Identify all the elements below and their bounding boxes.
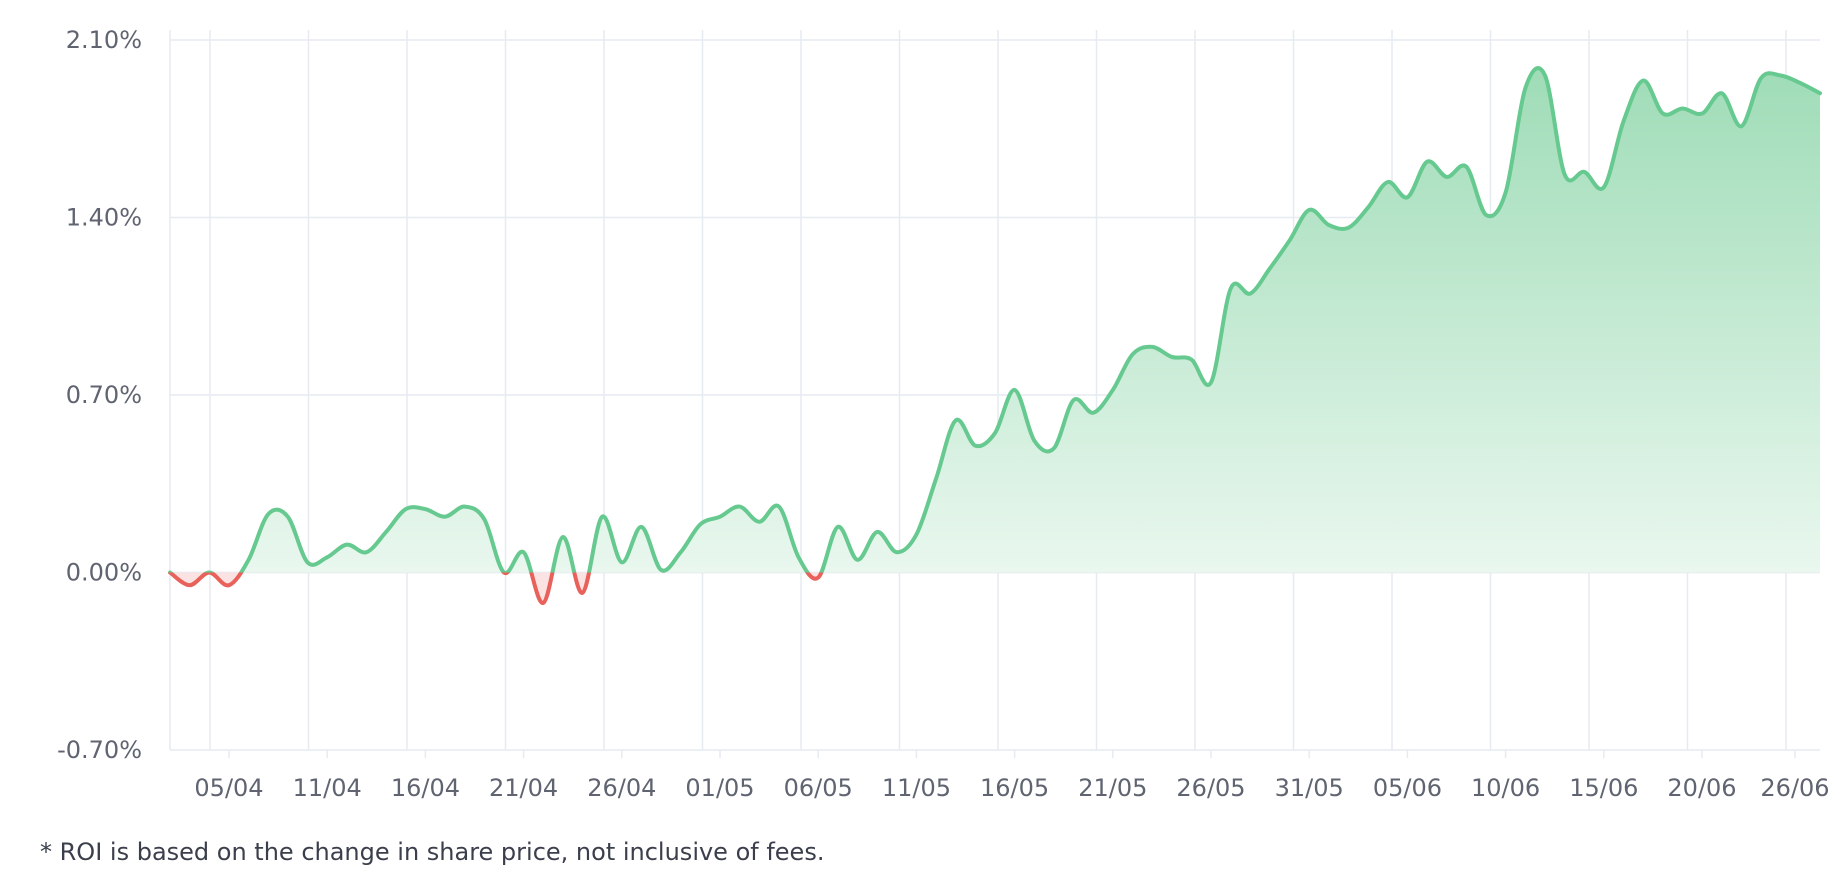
y-tick-label: 1.40% (66, 204, 142, 232)
y-tick-label: 2.10% (66, 26, 142, 54)
x-tick-label: 16/05 (980, 774, 1049, 802)
x-tick-label: 16/04 (391, 774, 460, 802)
x-tick-label: 31/05 (1275, 774, 1344, 802)
y-tick-label: 0.00% (66, 559, 142, 587)
x-tick-label: 26/04 (587, 774, 656, 802)
roi-line-positive (168, 66, 1822, 573)
roi-footnote: * ROI is based on the change in share pr… (40, 838, 825, 866)
x-tick-label: 05/06 (1373, 774, 1442, 802)
x-tick-label: 11/04 (293, 774, 362, 802)
x-tick-label: 06/05 (784, 774, 853, 802)
x-tick-label: 15/06 (1569, 774, 1638, 802)
positive-area (170, 68, 1820, 573)
x-tick-label: 21/05 (1078, 774, 1147, 802)
y-tick-label: 0.70% (66, 381, 142, 409)
x-tick-label: 01/05 (685, 774, 754, 802)
x-tick-label: 26/05 (1176, 774, 1245, 802)
x-tick-label: 20/06 (1667, 774, 1736, 802)
x-tick-label: 05/04 (194, 774, 263, 802)
x-tick-label: 10/06 (1471, 774, 1540, 802)
line-layer (168, 66, 1822, 605)
area-fill-layer (170, 68, 1820, 603)
x-tick-label: 26/06 (1760, 774, 1829, 802)
negative-area (170, 572, 1820, 603)
y-tick-label: -0.70% (57, 736, 142, 764)
axis-layer: -0.70% 0.00% 0.70% 1.40% 2.10% 05/04 11/04 16/0… (57, 26, 1829, 802)
x-tick-label: 11/05 (882, 774, 951, 802)
x-tick-label: 21/04 (489, 774, 558, 802)
